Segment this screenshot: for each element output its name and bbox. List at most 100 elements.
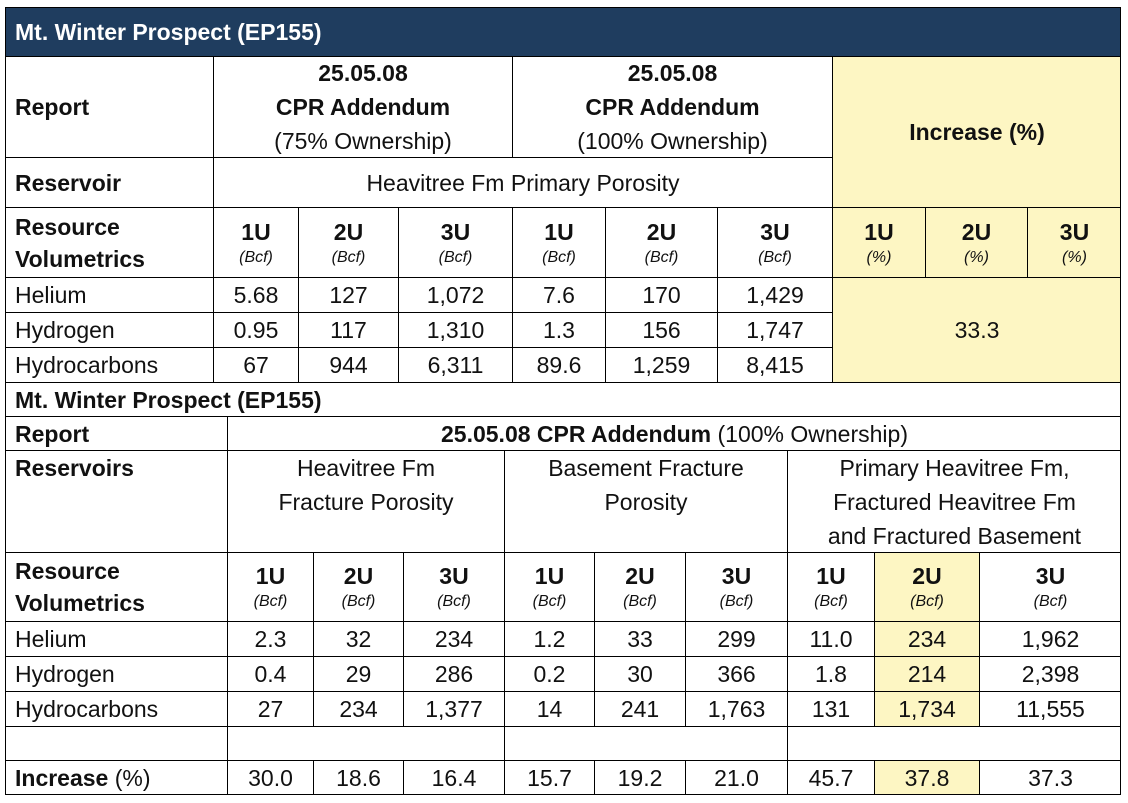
table-cell: 1,072 xyxy=(399,278,513,313)
table1-reservoir-value: Heavitree Fm Primary Porosity xyxy=(214,158,833,208)
t1-col-1u-a: 1U (Bcf) xyxy=(214,208,299,278)
table1-report-label: Report xyxy=(5,57,214,158)
table2-title: Mt. Winter Prospect (EP155) xyxy=(5,383,1121,417)
table2-resource-label: Resource Volumetrics xyxy=(5,553,228,622)
t1-col-3u-a: 3U (Bcf) xyxy=(399,208,513,278)
t2-col-2u-a: 2U (Bcf) xyxy=(314,553,404,622)
table-cell: 11,555 xyxy=(980,692,1121,727)
t2-col-1u-a: 1U (Bcf) xyxy=(228,553,314,622)
table1-group-a-header: 25.05.08 CPR Addendum (75% Ownership) xyxy=(214,57,513,158)
group-b-date: 25.05.08 xyxy=(627,60,718,86)
table2-report-value: 25.05.08 CPR Addendum (100% Ownership) xyxy=(228,417,1121,451)
increase-cell: 16.4 xyxy=(404,761,505,795)
table-cell: 2,398 xyxy=(980,657,1121,692)
group-a-date: 25.05.08 xyxy=(318,60,408,86)
table1-increase-header: Increase (%) xyxy=(833,57,1121,208)
table-cell: 1,962 xyxy=(980,622,1121,657)
increase-cell: 18.6 xyxy=(314,761,404,795)
table-row-label: Helium xyxy=(5,622,228,657)
group-a-ownership: (75% Ownership) xyxy=(274,128,452,154)
table2-increase-label: Increase (%) xyxy=(5,761,228,795)
t1-col-1u-b: 1U (Bcf) xyxy=(513,208,606,278)
increase-cell: 15.7 xyxy=(505,761,595,795)
table-cell: 67 xyxy=(214,348,299,383)
table-row-label: Hydrocarbons xyxy=(5,692,228,727)
spacer-cell xyxy=(505,727,788,761)
table-cell: 1.2 xyxy=(505,622,595,657)
table-row-label: Hydrogen xyxy=(5,313,214,348)
table1-group-b-header: 25.05.08 CPR Addendum (100% Ownership) xyxy=(513,57,833,158)
t2-col-3u-c: 3U (Bcf) xyxy=(980,553,1121,622)
table1-resource-label: Resource Volumetrics xyxy=(5,208,214,278)
spacer-cell xyxy=(5,727,228,761)
table-cell: 286 xyxy=(404,657,505,692)
table-cell: 1.3 xyxy=(513,313,606,348)
table-cell: 1,763 xyxy=(686,692,788,727)
table-cell: 5.68 xyxy=(214,278,299,313)
table-cell: 366 xyxy=(686,657,788,692)
table-row-label: Helium xyxy=(5,278,214,313)
t2-col-2u-c: 2U (Bcf) xyxy=(875,553,980,622)
group-b-name: CPR Addendum xyxy=(585,94,760,120)
table-cell: 299 xyxy=(686,622,788,657)
table2-reservoir-c: Primary Heavitree Fm, Fractured Heavitre… xyxy=(788,451,1121,553)
increase-cell: 19.2 xyxy=(595,761,686,795)
table-row-label: Hydrogen xyxy=(5,657,228,692)
table-cell: 8,415 xyxy=(718,348,833,383)
table-cell: 7.6 xyxy=(513,278,606,313)
table-cell: 0.95 xyxy=(214,313,299,348)
table1-increase-value: 33.3 xyxy=(833,278,1121,383)
table2-reservoirs-label: Reservoirs xyxy=(5,451,228,553)
table-cell: 234 xyxy=(314,692,404,727)
table-row-label: Hydrocarbons xyxy=(5,348,214,383)
t1-col-3u-b: 3U (Bcf) xyxy=(718,208,833,278)
table-cell: 2.3 xyxy=(228,622,314,657)
table-cell: 33 xyxy=(595,622,686,657)
resource-tables: Mt. Winter Prospect (EP155) Report 25.05… xyxy=(5,7,1121,795)
table-cell: 32 xyxy=(314,622,404,657)
table-cell: 234 xyxy=(404,622,505,657)
spacer-cell xyxy=(228,727,505,761)
table2-reservoir-b: Basement Fracture Porosity xyxy=(505,451,788,553)
table-cell: 944 xyxy=(299,348,399,383)
spacer-cell xyxy=(788,727,1121,761)
t2-col-3u-a: 3U (Bcf) xyxy=(404,553,505,622)
table2-reservoir-a: Heavitree Fm Fracture Porosity xyxy=(228,451,505,553)
table-cell: 156 xyxy=(606,313,718,348)
table1-reservoir-label: Reservoir xyxy=(5,158,214,208)
table1-title: Mt. Winter Prospect (EP155) xyxy=(5,7,1121,57)
table-cell: 214 xyxy=(875,657,980,692)
table-cell: 127 xyxy=(299,278,399,313)
table-cell: 6,311 xyxy=(399,348,513,383)
increase-cell: 21.0 xyxy=(686,761,788,795)
group-a-name: CPR Addendum xyxy=(275,94,451,120)
table-cell: 0.4 xyxy=(228,657,314,692)
table2-report-label: Report xyxy=(5,417,228,451)
t2-col-1u-b: 1U (Bcf) xyxy=(505,553,595,622)
group-b-ownership: (100% Ownership) xyxy=(577,128,768,154)
t2-col-2u-b: 2U (Bcf) xyxy=(595,553,686,622)
increase-cell: 45.7 xyxy=(788,761,875,795)
t2-col-3u-b: 3U (Bcf) xyxy=(686,553,788,622)
table-cell: 170 xyxy=(606,278,718,313)
t1-inc-col-2u: 2U (%) xyxy=(926,208,1028,278)
increase-cell: 30.0 xyxy=(228,761,314,795)
table-cell: 117 xyxy=(299,313,399,348)
t1-col-2u-b: 2U (Bcf) xyxy=(606,208,718,278)
table-cell: 11.0 xyxy=(788,622,875,657)
table-cell: 1,747 xyxy=(718,313,833,348)
increase-cell: 37.3 xyxy=(1028,765,1073,791)
table-cell: 1,377 xyxy=(404,692,505,727)
table-cell: 89.6 xyxy=(513,348,606,383)
table-cell: 1,259 xyxy=(606,348,718,383)
table-cell: 234 xyxy=(875,622,980,657)
increase-cell: 37.8 xyxy=(875,761,980,795)
t1-inc-col-3u: 3U (%) xyxy=(1028,208,1121,278)
table-cell: 241 xyxy=(595,692,686,727)
table-cell: 29 xyxy=(314,657,404,692)
t1-col-2u-a: 2U (Bcf) xyxy=(299,208,399,278)
table-cell: 1,310 xyxy=(399,313,513,348)
table-cell: 131 xyxy=(788,692,875,727)
t2-col-1u-c: 1U (Bcf) xyxy=(788,553,875,622)
table-cell: 27 xyxy=(228,692,314,727)
